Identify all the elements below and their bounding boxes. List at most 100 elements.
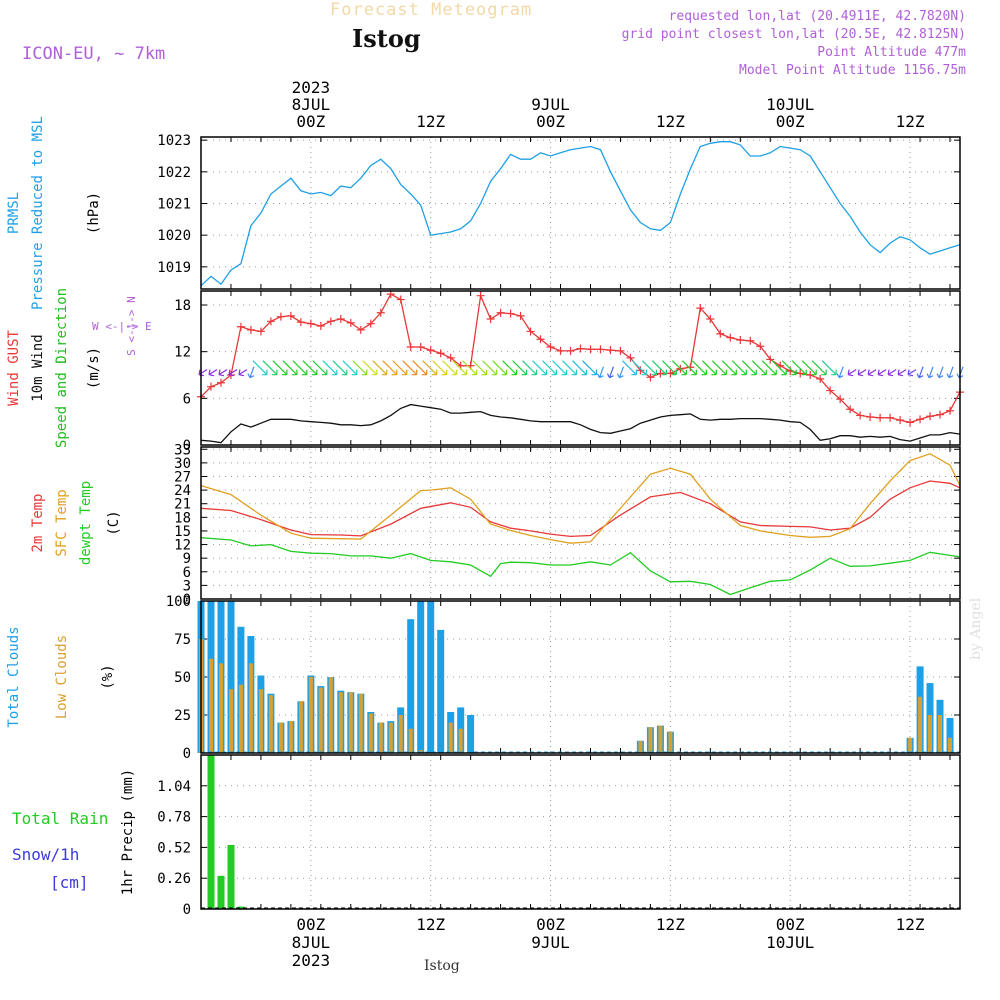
bar: [358, 693, 363, 753]
gust-marker: [906, 418, 915, 427]
bar: [398, 715, 403, 753]
gust-marker: [836, 395, 845, 404]
axis-label-y: Low Clouds: [54, 635, 70, 719]
wind-direction-arrow: [218, 369, 228, 377]
gust-marker: [506, 309, 515, 318]
gust-marker: [876, 413, 885, 422]
axis-label-y: (C): [106, 510, 122, 535]
wind-direction-arrow: [582, 360, 598, 376]
gust-marker: [826, 386, 835, 395]
gust-marker: [266, 317, 275, 326]
tick-label-y: 9: [183, 551, 191, 567]
bar: [278, 722, 283, 753]
wind-direction-arrow: [282, 360, 298, 376]
wind-direction-arrow: [272, 360, 288, 376]
bar: [258, 689, 263, 753]
gust-marker: [616, 346, 625, 355]
wind-direction-arrow: [402, 360, 418, 376]
wind-direction-arrow: [228, 369, 238, 377]
tick-label-y: 33: [174, 442, 191, 458]
panel-frame: [200, 446, 961, 600]
wind-direction-arrow: [238, 369, 248, 377]
bar: [338, 692, 343, 753]
wind-direction-arrow: [877, 369, 887, 377]
tick-label-y: 50: [174, 670, 191, 686]
wind-direction-arrow: [622, 360, 638, 376]
time-label-bottom: 2023: [292, 951, 331, 970]
tick-label-y: 1019: [157, 260, 191, 276]
tick-label-y: 1021: [157, 197, 191, 213]
gust-marker: [746, 336, 755, 345]
bar: [946, 718, 954, 753]
bar: [668, 731, 673, 753]
meteogram-title: Forecast Meteogram: [330, 0, 533, 20]
bar: [648, 727, 653, 753]
bar: [238, 684, 243, 753]
wind-direction-arrow: [651, 360, 667, 376]
station-name: Istog: [352, 24, 421, 53]
gust-marker: [336, 315, 345, 323]
bar: [407, 619, 415, 753]
wind-direction-arrow: [836, 366, 844, 379]
time-label-top: 00Z: [776, 112, 805, 131]
gust-marker: [416, 343, 425, 351]
time-label-top: 00Z: [536, 112, 565, 131]
wind-direction-arrow: [731, 360, 747, 376]
gust-marker: [866, 413, 875, 421]
time-label-bottom: 00Z: [776, 915, 805, 934]
wind-direction-arrow: [606, 366, 615, 379]
bar: [448, 722, 453, 753]
tick-label-y: 24: [174, 483, 191, 499]
gust-marker: [516, 311, 525, 320]
wind-direction-arrow: [482, 360, 498, 376]
wind-direction-arrow: [362, 360, 378, 376]
gust-marker: [256, 327, 265, 336]
wind-direction-arrow: [432, 360, 448, 376]
series-line: [200, 293, 961, 424]
axis-label-y: 10m Wind: [30, 334, 46, 401]
wind-direction-arrow: [262, 360, 278, 376]
wind-direction-arrow: [522, 360, 538, 376]
wind-direction-arrow: [946, 366, 954, 379]
wind-direction-arrow: [926, 366, 934, 379]
wind-direction-arrow: [512, 360, 528, 376]
gust-marker: [716, 329, 725, 338]
panel-frame: [200, 290, 961, 446]
tick-label-y: 75: [174, 632, 191, 648]
wind-direction-arrow: [422, 360, 438, 376]
bar: [908, 737, 913, 753]
wind-direction-arrow: [916, 366, 924, 379]
tick-label-y: 25: [174, 708, 191, 724]
wind-direction-arrow: [616, 366, 625, 379]
time-label-top: 10JUL: [766, 95, 814, 114]
wind-direction-arrow: [292, 360, 308, 376]
wind-direction-arrow: [312, 360, 328, 376]
wind-direction-arrow: [596, 366, 605, 379]
bar: [308, 677, 313, 753]
wind-direction-arrow: [811, 360, 827, 376]
bar: [938, 715, 942, 753]
gust-marker: [566, 346, 575, 355]
gust-marker: [736, 336, 745, 344]
gust-marker: [636, 366, 645, 375]
time-label-bottom: 8JUL: [292, 933, 331, 952]
wind-direction-arrow: [691, 360, 707, 376]
panel-wind: 0 6 12 18 Wind GUST 10m Wind Speed and Directi…: [6, 288, 964, 454]
wind-direction-arrow: [332, 360, 348, 376]
wind-direction-arrow: [532, 360, 548, 376]
time-label-bottom: 00Z: [536, 915, 565, 934]
wind-direction-arrow: [502, 360, 518, 376]
axis-label-y: (m/s): [86, 347, 102, 389]
panel-pressure: 1019 1020 1021 1022 1023 PRMSL Pressure Reduce…: [6, 116, 961, 310]
gust-marker: [896, 416, 905, 425]
gust-marker: [926, 412, 935, 421]
bar: [219, 663, 223, 753]
panel-clouds: 0 25 50 75 100 Total Clouds Low Clouds (%): [6, 594, 961, 762]
axis-label-y: SFC Temp: [54, 489, 70, 556]
gust-marker: [206, 382, 215, 391]
tick-label-y: 0: [183, 438, 191, 454]
gust-marker: [596, 345, 605, 354]
gust-marker: [706, 315, 715, 323]
wind-direction-arrow: [661, 360, 677, 376]
bar: [328, 677, 333, 753]
